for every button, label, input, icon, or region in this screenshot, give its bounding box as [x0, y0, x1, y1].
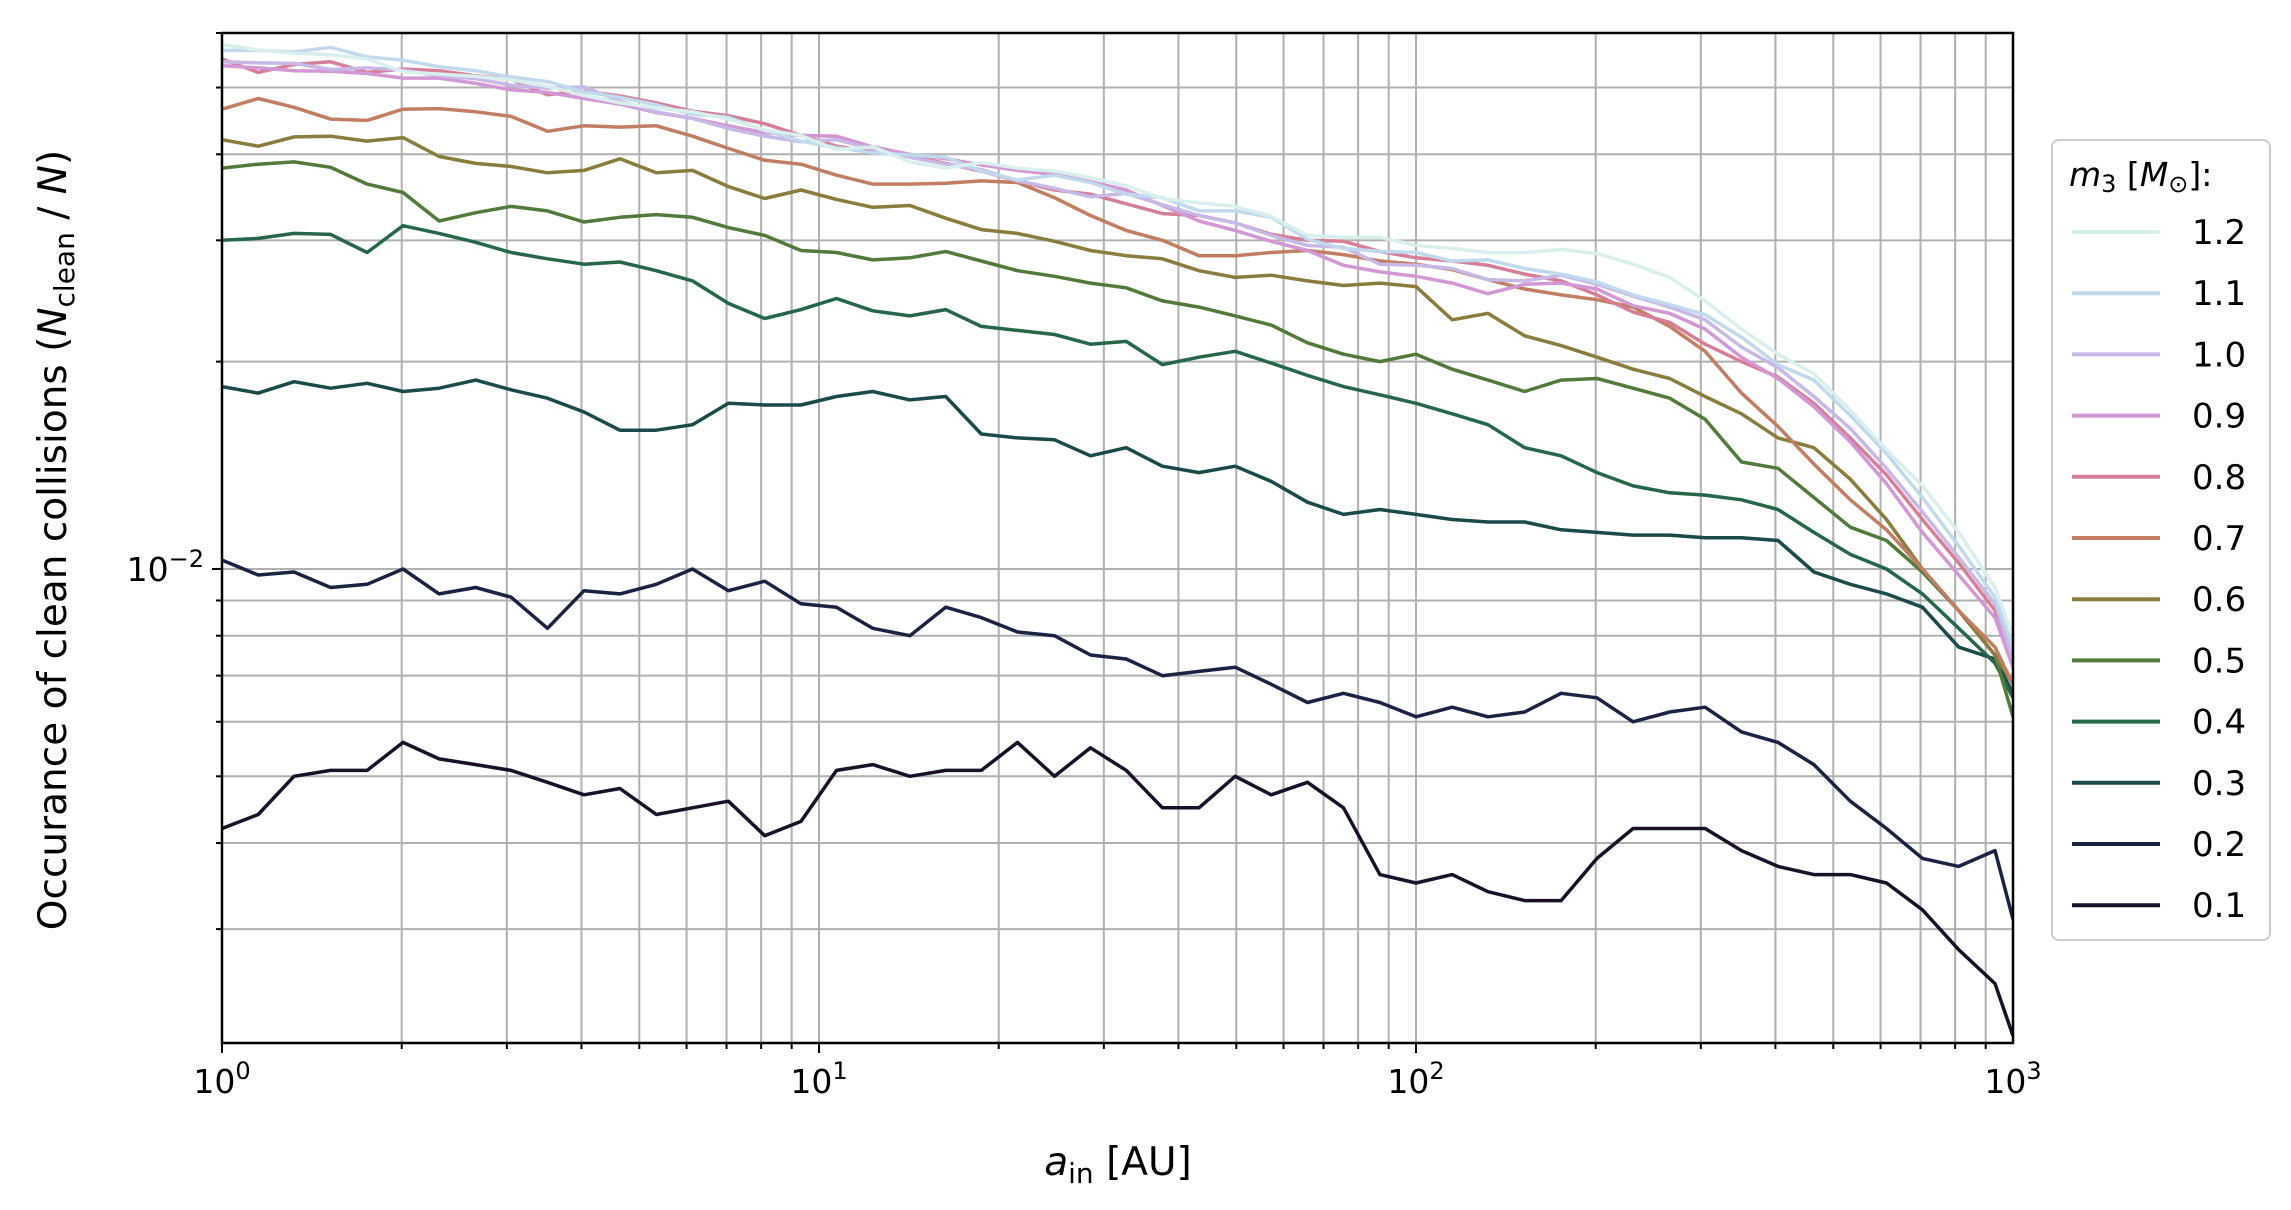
x-tick-label: 101	[790, 1057, 847, 1101]
series-lines	[222, 42, 2013, 1037]
legend-title: m3 [M⊙]:	[2069, 155, 2212, 198]
legend-label-1.2: 1.2	[2192, 213, 2246, 253]
ticks: 100 101 102 103 10−2	[127, 32, 2042, 1101]
series-line-0.9	[222, 63, 2013, 668]
legend-label-0.8: 0.8	[2192, 458, 2246, 498]
series-line-0.3	[222, 378, 2013, 695]
legend-label-0.3: 0.3	[2192, 764, 2246, 804]
series-line-0.4	[222, 223, 2013, 699]
legend-label-1.0: 1.0	[2192, 335, 2246, 375]
x-tick-label: 100	[193, 1057, 250, 1101]
series-line-1.1	[222, 45, 2013, 648]
y-tick-label: 10−2	[127, 545, 204, 589]
series-line-1.2	[222, 42, 2013, 637]
series-line-0.7	[222, 96, 2013, 686]
plot-frame	[220, 31, 2015, 1045]
legend-label-1.1: 1.1	[2192, 274, 2246, 314]
y-axis-title: Occurance of clean collisions (Nclean / …	[31, 150, 81, 930]
x-tick-label: 103	[1984, 1057, 2041, 1101]
series-line-0.1	[222, 740, 2013, 1037]
legend-label-0.4: 0.4	[2192, 703, 2246, 743]
legend-label-0.5: 0.5	[2192, 641, 2246, 681]
legend-label-0.1: 0.1	[2192, 886, 2246, 926]
legend-label-0.7: 0.7	[2192, 519, 2246, 559]
legend-label-0.2: 0.2	[2192, 825, 2246, 865]
x-tick-label: 102	[1387, 1057, 1444, 1101]
legend-label-0.6: 0.6	[2192, 580, 2246, 620]
legend-label-0.9: 0.9	[2192, 397, 2246, 437]
x-axis-title: ain [AU]	[1044, 1140, 1192, 1190]
legend-frame	[2051, 139, 2271, 941]
series-line-0.5	[222, 160, 2013, 718]
legend-entries: 1.2 1.1 1.0 0.9 0.8 0.7 0.6 0.5 0.4 0.3 0.2 0.1	[2072, 213, 2246, 926]
series-line-0.6	[222, 134, 2013, 686]
legend: m3 [M⊙]: 1.2 1.1 1.0 0.9 0.8 0.7 0.6 0.5 0.4 0.3 0…	[2051, 139, 2271, 941]
series-line-0.2	[222, 558, 2013, 920]
